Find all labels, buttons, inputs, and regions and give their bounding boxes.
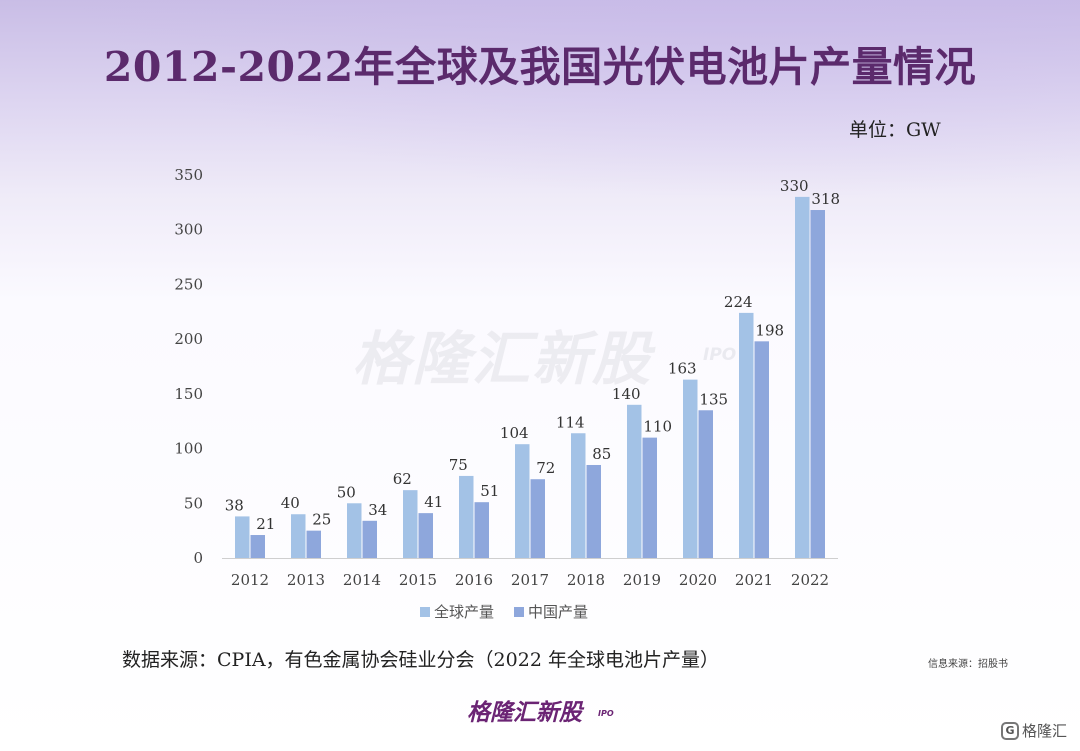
data-label-china: 51: [480, 482, 499, 500]
y-tick-label: 200: [174, 330, 203, 348]
data-label-global: 104: [500, 424, 529, 442]
bar-china: [642, 437, 657, 558]
bar-china: [474, 502, 489, 558]
data-label-china: 34: [368, 501, 387, 519]
x-tick-label: 2013: [287, 571, 325, 589]
bar-china: [586, 464, 601, 558]
data-label-global: 75: [449, 456, 468, 474]
legend-label-china: 中国产量: [528, 603, 589, 621]
data-label-global: 50: [337, 483, 356, 501]
unit-label: 单位：GW: [849, 119, 941, 141]
bar-global: [459, 475, 474, 558]
watermark-sub-text: IPO: [703, 345, 737, 365]
legend-label-global: 全球产量: [434, 603, 495, 621]
corner-logo-icon: G: [1001, 721, 1019, 740]
y-tick-label: 0: [193, 549, 203, 567]
y-tick-label: 150: [174, 385, 203, 403]
bar-global: [403, 490, 418, 558]
x-tick-label: 2020: [679, 571, 717, 589]
y-tick-label: 250: [174, 275, 203, 293]
y-tick-label: 100: [174, 440, 203, 458]
bar-china: [698, 410, 713, 558]
bar-global: [235, 516, 250, 558]
page-title: 2012-2022年全球及我国光伏电池片产量情况: [103, 43, 977, 91]
data-source-note: 数据来源：CPIA，有色金属协会硅业分会（2022 年全球电池片产量）: [122, 649, 719, 671]
background-swoosh: [0, 0, 1080, 220]
y-tick-label: 300: [174, 221, 203, 239]
data-label-global: 62: [393, 470, 412, 488]
bar-global: [795, 196, 810, 558]
chart-legend: 全球产量 中国产量: [420, 601, 588, 622]
bar-china: [810, 210, 825, 558]
legend-item-china: 中国产量: [514, 601, 588, 622]
data-label-china: 21: [256, 515, 275, 533]
data-label-global: 330: [780, 177, 809, 195]
bar-global: [683, 379, 698, 558]
x-tick-label: 2021: [735, 571, 773, 589]
x-tick-label: 2014: [343, 571, 381, 589]
bar-china: [418, 513, 433, 558]
data-label-global: 38: [225, 496, 244, 514]
bar-china: [530, 479, 545, 558]
brand-logo-sub: IPO: [598, 709, 614, 718]
bar-global: [739, 312, 754, 558]
bar-global: [571, 433, 586, 558]
bar-china: [362, 520, 377, 558]
bar-global: [291, 514, 306, 558]
y-tick-label: 50: [184, 494, 203, 512]
bar-global: [627, 404, 642, 558]
bar-china: [754, 341, 769, 558]
x-tick-label: 2012: [231, 571, 269, 589]
data-label-global: 140: [612, 385, 641, 403]
x-tick-label: 2018: [567, 571, 605, 589]
corner-logo: G 格隆汇: [1001, 720, 1067, 741]
data-label-global: 224: [724, 293, 753, 311]
corner-logo-text: 格隆汇: [1022, 722, 1068, 740]
bar-china: [250, 535, 265, 558]
data-label-global: 114: [556, 413, 585, 431]
x-tick-label: 2016: [455, 571, 493, 589]
info-source-note: 信息来源：招股书: [928, 659, 1008, 670]
data-label-china: 41: [424, 493, 443, 511]
data-label-china: 25: [312, 511, 331, 529]
y-tick-label: 350: [174, 166, 203, 184]
x-tick-label: 2015: [399, 571, 437, 589]
x-tick-label: 2022: [791, 571, 829, 589]
bar-global: [347, 503, 362, 558]
bar-global: [515, 444, 530, 558]
legend-item-global: 全球产量: [420, 601, 494, 622]
x-tick-label: 2019: [623, 571, 661, 589]
legend-swatch-china: [514, 606, 525, 617]
data-label-china: 198: [755, 321, 784, 339]
x-tick-label: 2017: [511, 571, 549, 589]
data-label-china: 85: [592, 445, 611, 463]
data-label-global: 40: [281, 494, 300, 512]
data-label-china: 110: [643, 418, 672, 436]
brand-logo-text: 格隆汇新股: [467, 700, 582, 726]
data-label-global: 163: [668, 360, 697, 378]
data-label-china: 72: [536, 459, 555, 477]
legend-swatch-global: [420, 606, 430, 617]
data-label-china: 135: [699, 390, 728, 408]
bar-china: [306, 530, 321, 558]
data-label-china: 318: [811, 190, 840, 208]
